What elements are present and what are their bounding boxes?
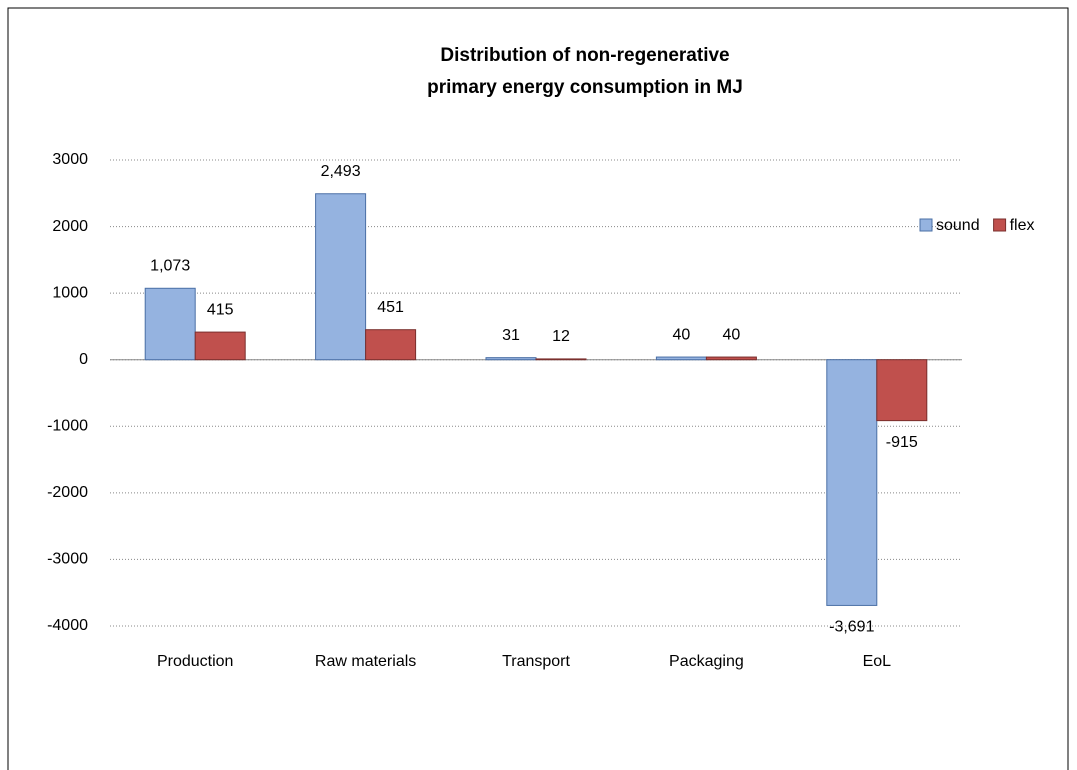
bar (485, 357, 537, 361)
data-label: 31 (502, 327, 520, 344)
bar (655, 356, 707, 361)
bar (876, 359, 928, 422)
data-label: -3,691 (829, 619, 874, 636)
bar (144, 287, 196, 361)
y-tick-label: -3000 (47, 551, 88, 568)
y-tick-label: 0 (79, 351, 88, 368)
bar (194, 331, 246, 361)
bar (705, 356, 757, 361)
bar (535, 358, 587, 361)
x-tick-label: Raw materials (315, 653, 416, 670)
legend-swatch (919, 218, 933, 232)
data-label: 1,073 (150, 258, 190, 275)
legend-swatch (993, 218, 1007, 232)
chart-title: Distribution of non-regenerative (440, 45, 729, 66)
x-tick-label: Packaging (669, 653, 744, 670)
data-label: 415 (207, 301, 234, 318)
y-tick-label: 2000 (52, 218, 88, 235)
bar (365, 329, 417, 361)
chart-title: primary energy consumption in MJ (427, 77, 743, 98)
legend-label: flex (1010, 217, 1035, 234)
y-tick-label: -2000 (47, 484, 88, 501)
x-tick-label: Production (157, 653, 234, 670)
x-tick-label: Transport (502, 653, 570, 670)
data-label: 40 (673, 326, 691, 343)
y-tick-label: 1000 (52, 284, 88, 301)
data-label: -915 (886, 434, 918, 451)
y-tick-label: -1000 (47, 418, 88, 435)
data-label: 40 (723, 326, 741, 343)
data-label: 451 (377, 299, 404, 316)
legend-label: sound (936, 217, 980, 234)
data-label: 2,493 (321, 163, 361, 180)
y-tick-label: -4000 (47, 617, 88, 634)
data-label: 12 (552, 328, 570, 345)
bar (315, 193, 367, 361)
x-tick-label: EoL (863, 653, 892, 670)
bar (826, 359, 878, 606)
y-tick-label: 3000 (52, 151, 88, 168)
